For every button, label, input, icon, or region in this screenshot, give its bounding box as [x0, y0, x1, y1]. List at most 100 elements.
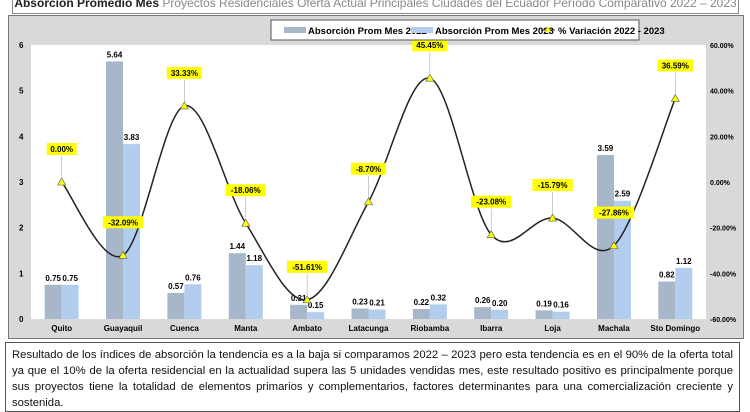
bar-2022	[106, 61, 124, 319]
bar-value-label: 0.76	[185, 273, 201, 282]
legend-triangle-icon	[545, 26, 551, 32]
right-tick-label: -40.00%	[710, 271, 737, 278]
bar-2022	[474, 307, 492, 319]
category-label: Sto Domingo	[650, 324, 700, 333]
right-tick-label: -60.00%	[710, 317, 737, 324]
triangle-marker-icon	[302, 295, 312, 304]
left-tick-label: 5	[19, 87, 24, 96]
left-tick-label: 3	[19, 178, 24, 187]
right-tick-label: 40.00%	[710, 89, 735, 96]
variation-label: 45.45%	[416, 41, 443, 50]
left-tick-label: 4	[19, 132, 24, 141]
left-tick-label: 6	[19, 41, 24, 50]
legend-label: % Variación 2022 - 2023	[558, 26, 665, 37]
bar-value-label: 0.21	[369, 298, 385, 307]
variation-label: 0.00%	[50, 145, 73, 154]
triangle-marker-icon	[241, 218, 251, 227]
variation-label-bg	[471, 195, 512, 208]
bar-2023	[184, 284, 202, 319]
variation-label: -23.08%	[476, 198, 506, 207]
bar-value-label: 5.64	[107, 50, 123, 59]
category-label: Ibarra	[480, 324, 503, 333]
title-rest: Proyectos Residenciales Oferta Actual Pr…	[159, 0, 737, 10]
bar-value-label: 3.83	[124, 133, 140, 142]
bar-value-label: 0.22	[414, 298, 430, 307]
right-tick-label: 60.00%	[710, 43, 735, 50]
variation-label-bg	[46, 143, 77, 155]
bar-2022	[658, 281, 676, 319]
left-tick-label: 1	[19, 269, 24, 278]
category-label: Latacunga	[348, 324, 389, 333]
category-label: Ambato	[292, 324, 322, 333]
bar-2022	[351, 308, 369, 319]
category-label: Quito	[51, 324, 72, 333]
category-label: Machala	[598, 324, 630, 333]
bar-value-label: 0.75	[62, 274, 78, 283]
variation-label: 33.33%	[171, 69, 198, 78]
bar-value-label: 0.15	[308, 301, 324, 310]
triangle-marker-icon	[363, 197, 374, 206]
variation-label-bg	[102, 216, 144, 229]
bar-value-label: 0.75	[45, 274, 61, 283]
left-tick-label: 2	[19, 224, 24, 233]
bar-2022	[44, 284, 62, 319]
bar-2023	[552, 311, 570, 319]
bar-value-label: 2.59	[615, 190, 631, 199]
bar-value-label: 1.12	[676, 257, 692, 266]
legend-label: Absorción Prom Mes 2022	[308, 26, 427, 37]
triangle-marker-icon	[425, 73, 435, 82]
bar-2022	[290, 304, 308, 319]
bar-2022	[412, 308, 430, 319]
title-bold: Absorción Promedio Mes	[14, 0, 160, 10]
triangle-marker-icon	[486, 230, 496, 238]
variation-label: -15.79%	[538, 181, 568, 190]
category-label: Loja	[544, 324, 561, 333]
variation-label-bg	[657, 59, 693, 72]
bar-2022	[535, 310, 553, 319]
bar-2023	[61, 284, 79, 319]
triangle-marker-icon	[57, 177, 67, 186]
bar-value-label: 0.16	[553, 301, 569, 310]
bar-value-label: 0.32	[431, 293, 447, 302]
legend-swatch	[411, 27, 433, 33]
right-tick-label: 0.00%	[710, 180, 731, 187]
bar-value-label: 0.23	[352, 297, 368, 306]
category-label: Guayaquil	[104, 324, 143, 333]
bar-value-label: 3.59	[598, 144, 614, 153]
bar-value-label: 0.57	[168, 282, 184, 291]
variation-label: -32.09%	[108, 218, 138, 227]
bar-2023	[123, 144, 141, 319]
variation-label-bg	[286, 260, 328, 273]
variation-label: -8.70%	[356, 165, 381, 174]
right-tick-label: -20.00%	[710, 226, 737, 233]
variation-label: -27.86%	[599, 209, 629, 218]
bar-value-label: 0.19	[536, 299, 552, 308]
bar-2023	[307, 312, 325, 319]
category-label: Riobamba	[411, 324, 450, 333]
right-tick-label: 20.00%	[710, 134, 735, 141]
bar-2023	[368, 309, 386, 319]
variation-label-bg	[225, 184, 266, 197]
triangle-marker-icon	[118, 250, 128, 259]
legend-swatch	[284, 27, 306, 33]
bar-2023	[429, 304, 447, 319]
bar-2023	[613, 200, 631, 319]
variation-label: 36.59%	[662, 61, 689, 70]
variation-label-bg	[532, 179, 573, 192]
variation-label: -18.06%	[231, 186, 261, 195]
category-label: Manta	[234, 324, 258, 333]
category-label: Cuenca	[170, 324, 199, 333]
bar-value-label: 1.18	[246, 254, 262, 263]
left-tick-label: 0	[19, 315, 24, 324]
variation-label: -51.61%	[292, 263, 322, 272]
triangle-marker-icon	[609, 241, 619, 249]
legend-label: Absorción Prom Mes 2023	[435, 26, 554, 37]
bar-2023	[245, 265, 263, 319]
chart-svg: 0 1 2 3 4 5 6 -60.00% -40.00% -20.00% 0.00% 20.00% 4…	[19, 19, 737, 333]
bar-2022	[228, 253, 246, 319]
bar-value-label: 0.20	[492, 299, 508, 308]
bar-2022	[167, 292, 185, 319]
triangle-marker-icon	[548, 213, 558, 222]
variation-label-bg	[412, 39, 448, 52]
chart-title: Absorción Promedio Mes Proyectos Residen…	[12, 0, 739, 14]
